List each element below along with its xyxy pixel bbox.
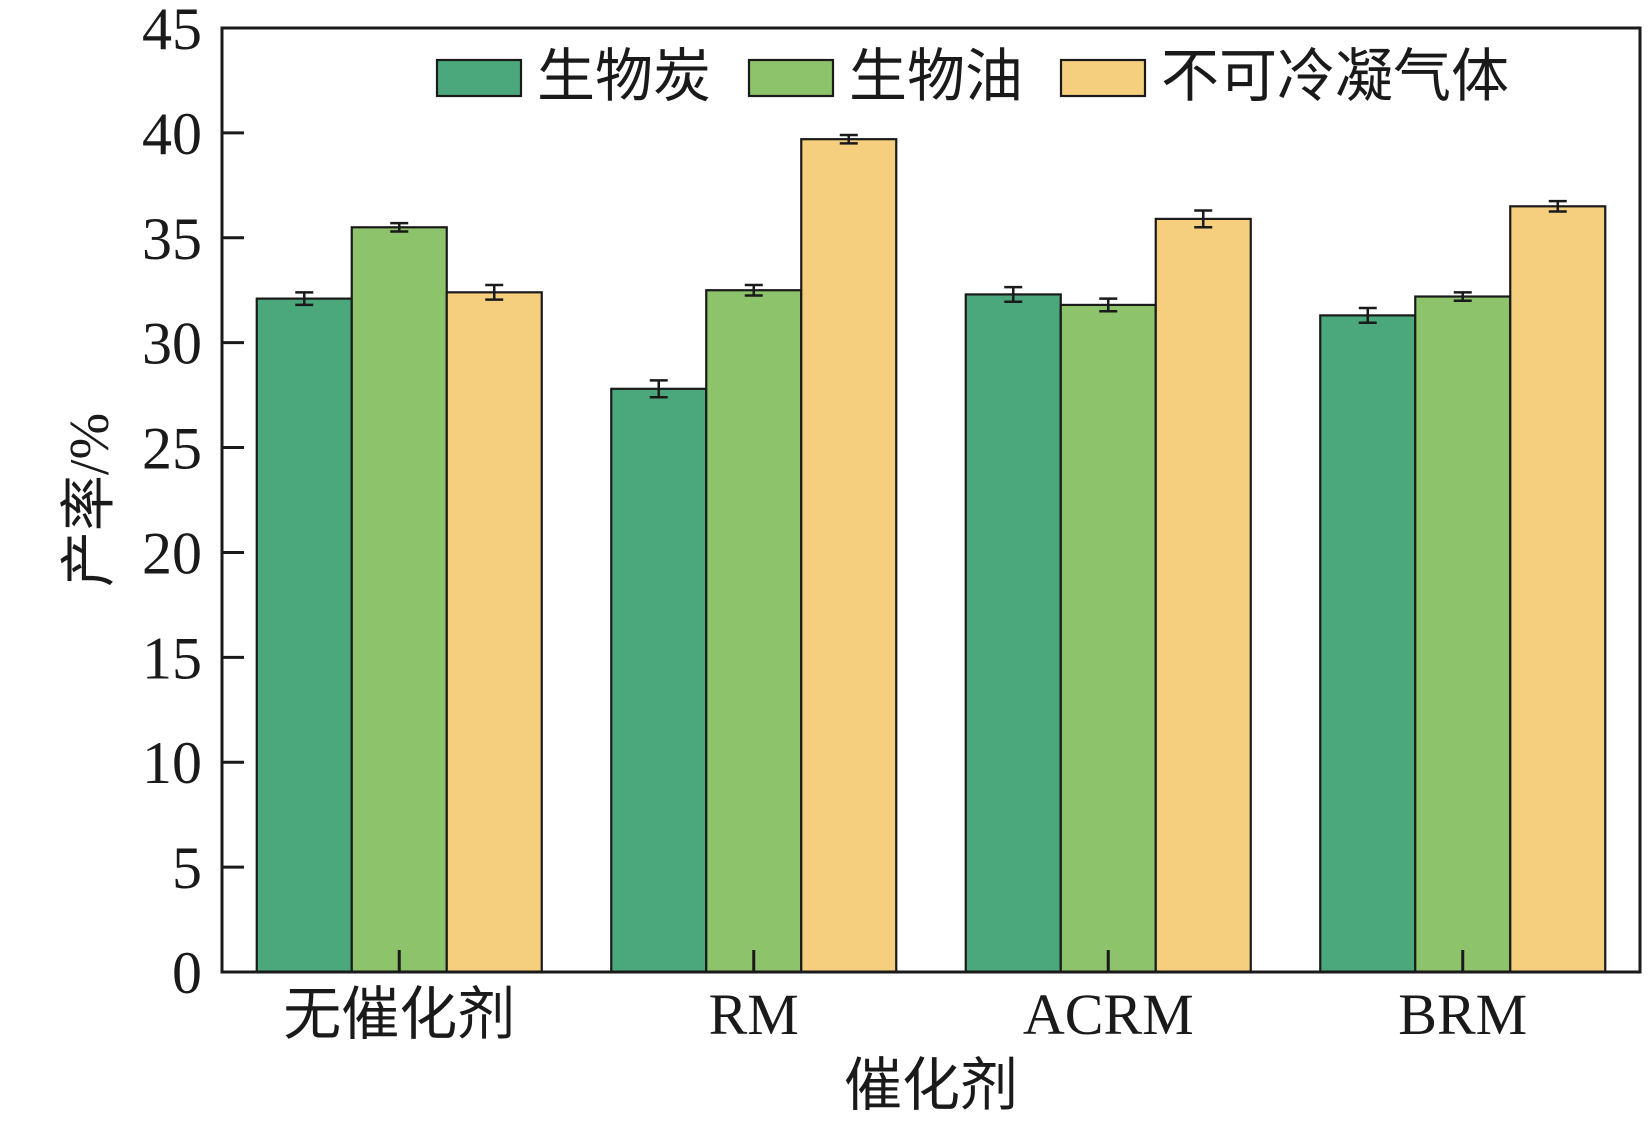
x-tick-label: 无催化剂 — [283, 982, 515, 1047]
bar — [1509, 205, 1607, 974]
x-axis-title: 催化剂 — [844, 1053, 1018, 1118]
y-tick-label: 40 — [142, 101, 202, 167]
plot-border — [220, 26, 1642, 974]
legend-label: 不可冷凝气体 — [1161, 44, 1509, 109]
bar — [705, 289, 803, 974]
y-tick-label: 30 — [142, 311, 202, 377]
y-tick-label: 15 — [142, 625, 202, 691]
legend-swatch — [1059, 58, 1147, 98]
legend-swatch — [435, 58, 523, 98]
y-tick-label: 45 — [142, 0, 202, 62]
y-tick-label: 20 — [142, 520, 202, 586]
y-tick-label: 10 — [142, 730, 202, 796]
y-tick-label: 5 — [172, 835, 202, 901]
x-tick-label: RM — [709, 982, 799, 1047]
bar — [964, 293, 1062, 974]
plot-frame — [220, 26, 1642, 974]
bar — [1154, 217, 1252, 974]
bar — [255, 297, 353, 974]
legend-label: 生物油 — [849, 44, 1023, 109]
y-tick-label: 35 — [142, 206, 202, 272]
bar — [1319, 314, 1417, 974]
bar — [610, 387, 708, 974]
bar — [800, 138, 898, 974]
ticks-layer: 无催化剂 RM ACRM BRM 0 5 10 15 20 25 30 35 40 45 — [142, 0, 1527, 1047]
bar — [445, 291, 543, 974]
y-tick-label: 25 — [142, 416, 202, 482]
y-axis-title: 产率/% — [59, 413, 121, 587]
x-tick-label: BRM — [1398, 982, 1527, 1047]
bar — [350, 226, 448, 974]
y-tick-label: 0 — [172, 940, 202, 1006]
x-tick-label: ACRM — [1023, 982, 1194, 1047]
bar — [1414, 295, 1512, 974]
bar — [1059, 303, 1157, 974]
bars-layer — [255, 133, 1607, 974]
legend-swatch — [747, 58, 835, 98]
legend: 生物炭 生物油 不可冷凝气体 — [435, 44, 1509, 109]
legend-label: 生物炭 — [537, 44, 711, 109]
